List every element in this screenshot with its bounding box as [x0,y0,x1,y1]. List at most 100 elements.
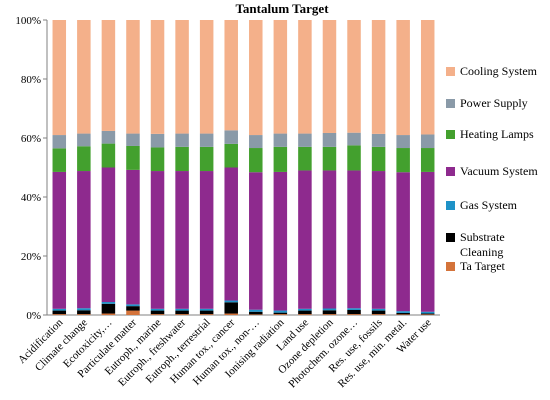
bar-segment-heating-lamps [371,146,386,172]
bar-segment-gas-system [273,310,288,313]
bar-segment-ta-target [322,314,337,315]
bar-segment-substrate-cleaning [420,313,435,315]
bar-segment-gas-system [101,302,116,304]
bar-segment-gas-system [396,311,410,313]
bar-segment-cooling-system [396,20,410,136]
legend-label: Substrate Cleaning [460,230,505,259]
legend-label: Vacuum System [460,164,538,178]
bar-segment-substrate-cleaning [101,303,116,314]
bar-segment-cooling-system [101,20,116,131]
bar-segment-power-supply [298,133,312,147]
bar-segment-vacuum-system [420,171,435,312]
bar-segment-substrate-cleaning [224,302,238,314]
bar-segment-gas-system [175,308,189,311]
bar-segment-vacuum-system [101,167,116,303]
bar-segment-heating-lamps [347,145,361,171]
bar-segment-substrate-cleaning [199,310,214,315]
bar-segment-gas-system [322,308,337,311]
bar-segment-ta-target [298,314,312,315]
y-tick-label: 40% [21,192,41,204]
bar-segment-heating-lamps [298,146,312,171]
bar-segment-cooling-system [150,20,165,134]
bar-segment-gas-system [77,308,91,311]
legend-label: Power Supply [460,96,528,110]
bar-segment-cooling-system [175,20,189,134]
bar-segment-heating-lamps [249,148,263,173]
bar-segment-power-supply [371,133,386,147]
bar-segment-vacuum-system [298,170,312,309]
bar-segment-gas-system [249,309,263,312]
bar-segment-vacuum-system [175,171,189,309]
legend-swatch [446,99,455,108]
bar-segment-vacuum-system [224,167,238,301]
bar-segment-gas-system [420,311,435,314]
bar-segment-ta-target [150,314,165,315]
bar-segment-substrate-cleaning [347,309,361,315]
bar-segment-vacuum-system [249,172,263,310]
bar-segment-substrate-cleaning [273,312,288,315]
bar-segment-substrate-cleaning [52,310,67,315]
bar-segment-vacuum-system [371,171,386,309]
bar-segment-gas-system [52,308,67,311]
bar-segment-vacuum-system [199,171,214,309]
y-tick-label: 60% [21,133,41,145]
bar-segment-power-supply [249,135,263,149]
bar-segment-heating-lamps [77,146,91,172]
bar-segment-vacuum-system [396,172,410,312]
legend-swatch [446,233,455,242]
bar-segment-vacuum-system [347,170,361,309]
bar-segment-power-supply [126,133,140,146]
legend-swatch [446,130,455,139]
y-tick-label: 20% [21,251,41,263]
bar-segment-power-supply [101,130,116,144]
bar-segment-gas-system [298,308,312,311]
bar-segment-ta-target [249,314,263,315]
bar-segment-heating-lamps [273,146,288,172]
bar-segment-gas-system [150,308,165,311]
legend-swatch [446,201,455,210]
legend-label: Gas System [460,198,518,212]
bar-segment-cooling-system [77,20,91,134]
bar-segment-power-supply [322,132,337,147]
bar-segment-vacuum-system [150,171,165,309]
legend-swatch [446,262,455,271]
chart-title: Tantalum Target [235,1,329,16]
bar-segment-power-supply [77,133,91,147]
bar-segment-gas-system [199,308,214,311]
bar-segment-cooling-system [298,20,312,134]
bar-segment-power-supply [150,133,165,148]
bar-segment-cooling-system [322,20,337,133]
bar-segment-vacuum-system [126,169,140,305]
bar-segment-substrate-cleaning [371,310,386,315]
bar-segment-substrate-cleaning [175,310,189,315]
bar-segment-ta-target [77,314,91,315]
bar-segment-ta-target [101,313,116,315]
legend: Cooling System Power Supply Heating Lamps V… [446,64,538,273]
bar-segment-ta-target [224,313,238,315]
bar-segment-ta-target [273,314,288,315]
bar-segment-heating-lamps [126,145,140,170]
legend-label: Cooling System [460,64,538,78]
bar-segment-ta-target [175,314,189,315]
bar-segment-cooling-system [420,20,435,135]
bar-segment-gas-system [224,300,238,303]
bar-segment-ta-target [347,314,361,315]
legend-swatch [446,167,455,176]
bar-segment-cooling-system [273,20,288,134]
bar-segment-heating-lamps [175,146,189,172]
legend-label: Heating Lamps [460,127,534,141]
bar-segment-power-supply [199,133,214,147]
bar-segment-cooling-system [126,20,140,134]
bar-segment-substrate-cleaning [249,311,263,315]
legend-label: Ta Target [460,259,506,273]
y-tick-label: 0% [26,310,41,322]
bar-segment-cooling-system [249,20,263,136]
bar-segment-substrate-cleaning [77,310,91,315]
bar-segment-ta-target [420,314,435,315]
bar-segment-substrate-cleaning [126,306,140,311]
bar-segment-cooling-system [371,20,386,134]
bar-segment-power-supply [273,133,288,147]
bar-segment-power-supply [175,133,189,147]
bar-segment-ta-target [199,314,214,315]
